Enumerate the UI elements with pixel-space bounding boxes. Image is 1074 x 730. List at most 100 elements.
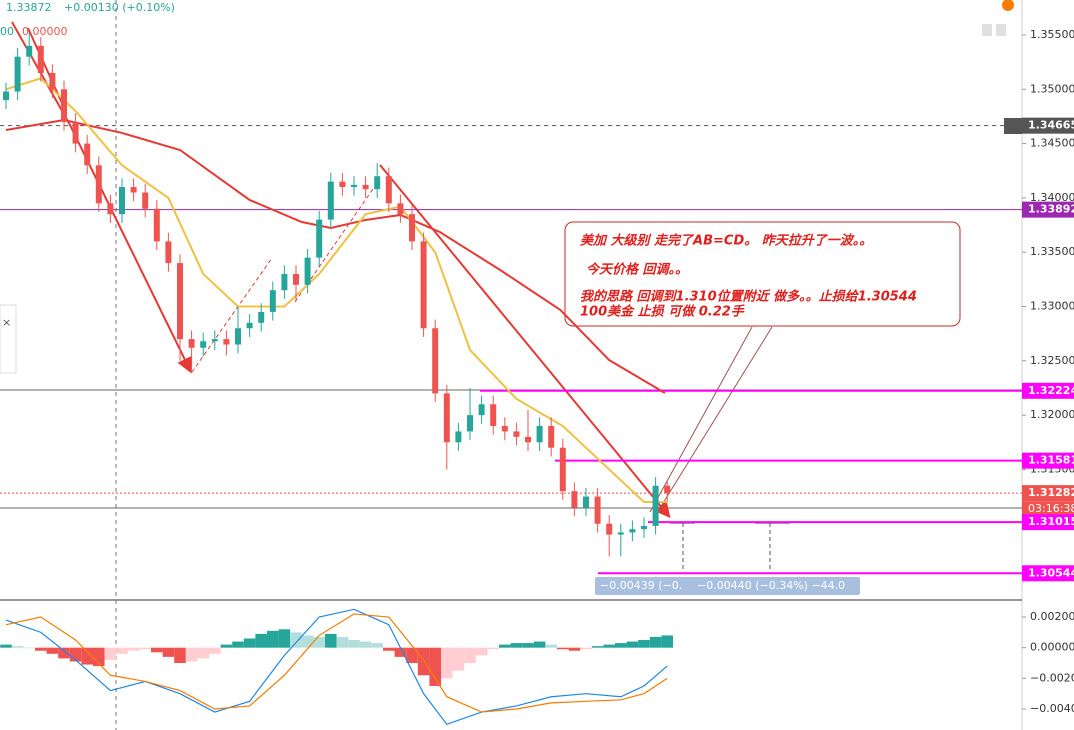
histogram-bar bbox=[522, 643, 534, 648]
histogram-bar bbox=[232, 641, 244, 648]
candle-body bbox=[107, 203, 114, 215]
candle-body bbox=[49, 72, 56, 90]
price-tag-label: 1.34665 bbox=[1028, 119, 1074, 132]
side-panel[interactable] bbox=[0, 304, 17, 374]
candle-body bbox=[478, 404, 485, 416]
histogram-bar bbox=[278, 629, 291, 648]
histogram-bar bbox=[197, 647, 209, 659]
y-tick-label: −0.00400 bbox=[1030, 702, 1074, 715]
histogram-bar bbox=[510, 643, 523, 648]
histogram-bar bbox=[545, 644, 557, 648]
price-tag bbox=[1022, 117, 1074, 134]
header-change: +0.00130 (+0.10%) bbox=[64, 1, 175, 14]
histogram-bar bbox=[81, 647, 93, 665]
candle-body bbox=[455, 431, 462, 443]
histogram-bar bbox=[255, 633, 267, 648]
histogram-bar bbox=[615, 643, 627, 648]
histogram-bar bbox=[568, 647, 581, 651]
candle-body bbox=[165, 241, 172, 264]
price-tag bbox=[1022, 382, 1074, 399]
candle-body bbox=[513, 431, 520, 437]
price-tag-label: 1.33892 bbox=[1028, 203, 1074, 216]
candle-body bbox=[362, 184, 369, 190]
histogram-bar bbox=[162, 647, 175, 657]
histogram-bar bbox=[417, 647, 430, 676]
candle-body bbox=[374, 176, 381, 190]
alert-icon[interactable] bbox=[1002, 0, 1014, 11]
crosshair-button[interactable] bbox=[1004, 118, 1022, 134]
candle-body bbox=[26, 45, 33, 57]
candle-body bbox=[432, 328, 439, 394]
candle-body bbox=[583, 496, 589, 508]
histogram-bar bbox=[58, 647, 70, 659]
annotation-box bbox=[564, 221, 961, 327]
histogram-bar bbox=[23, 647, 35, 649]
candle-body bbox=[119, 187, 125, 215]
histogram-bar bbox=[116, 647, 128, 654]
histogram-bar bbox=[371, 643, 383, 648]
candle-body bbox=[142, 192, 149, 209]
candle-body bbox=[130, 187, 137, 193]
candle-body bbox=[316, 219, 323, 258]
histogram-bar bbox=[591, 646, 604, 648]
histogram-bar bbox=[464, 647, 476, 664]
header-price: 1.33872 bbox=[6, 1, 52, 14]
histogram-bar bbox=[243, 638, 256, 648]
candle-body bbox=[339, 181, 346, 188]
candle-body bbox=[269, 290, 276, 312]
layout bbox=[0, 0, 1023, 730]
price-tag-label: 1.31282 bbox=[1028, 486, 1074, 499]
candle-body bbox=[571, 491, 578, 508]
price-tag bbox=[1022, 201, 1074, 218]
histogram-bar bbox=[394, 647, 407, 657]
candle-body bbox=[95, 165, 102, 204]
candle-body bbox=[188, 339, 195, 348]
measure-box bbox=[595, 577, 860, 595]
candle-body bbox=[211, 339, 218, 342]
candle-body bbox=[652, 485, 659, 526]
candle-body bbox=[293, 273, 299, 285]
histogram-bar bbox=[0, 644, 12, 648]
histogram-bar bbox=[104, 647, 117, 660]
candle-body bbox=[409, 214, 415, 242]
histogram-bar bbox=[406, 647, 418, 664]
histogram-bar bbox=[301, 635, 314, 648]
trend-arrow bbox=[379, 164, 671, 519]
y-tick-label: 1.34000 bbox=[1030, 191, 1074, 204]
scroll-button[interactable] bbox=[982, 24, 992, 36]
histogram-bar bbox=[11, 646, 24, 648]
scroll-button[interactable] bbox=[996, 24, 1006, 36]
annotation-text: 今天价格 回调。。 bbox=[586, 262, 688, 278]
price-tag-label: 1.30544 bbox=[1028, 566, 1074, 579]
annotation-text: 美加 大级别 走完了AB=CD。 昨天拉升了一波。。 bbox=[580, 233, 872, 249]
candle-body bbox=[606, 523, 613, 535]
candle-body bbox=[420, 241, 427, 329]
histogram-bar bbox=[649, 636, 662, 648]
candle-body bbox=[351, 184, 357, 188]
timer-tag bbox=[1022, 501, 1074, 517]
indicator-line bbox=[5, 608, 668, 726]
histogram-bar bbox=[533, 641, 546, 648]
close-icon[interactable]: × bbox=[2, 316, 11, 329]
histogram-bar bbox=[174, 647, 186, 664]
candle-body bbox=[153, 208, 160, 242]
candle-body bbox=[84, 143, 91, 166]
candle-body bbox=[525, 436, 531, 443]
y-tick-label: 0.00200 bbox=[1030, 610, 1074, 623]
histogram-bar bbox=[441, 647, 453, 679]
histogram-bar bbox=[429, 647, 441, 687]
histogram-bar bbox=[185, 647, 198, 662]
candle-body bbox=[617, 532, 624, 535]
candle-body bbox=[548, 425, 555, 448]
histogram-bar bbox=[661, 635, 673, 648]
candle-body bbox=[385, 176, 392, 204]
histogram-bar bbox=[557, 647, 569, 650]
histogram-bar bbox=[638, 640, 650, 648]
candle-body bbox=[223, 339, 230, 345]
candle-body bbox=[536, 425, 543, 443]
y-tick-label: −0.00200 bbox=[1030, 671, 1074, 684]
candle-body bbox=[629, 529, 636, 533]
price-tag-label: 1.31015 bbox=[1028, 515, 1074, 528]
trend-line bbox=[27, 27, 67, 113]
